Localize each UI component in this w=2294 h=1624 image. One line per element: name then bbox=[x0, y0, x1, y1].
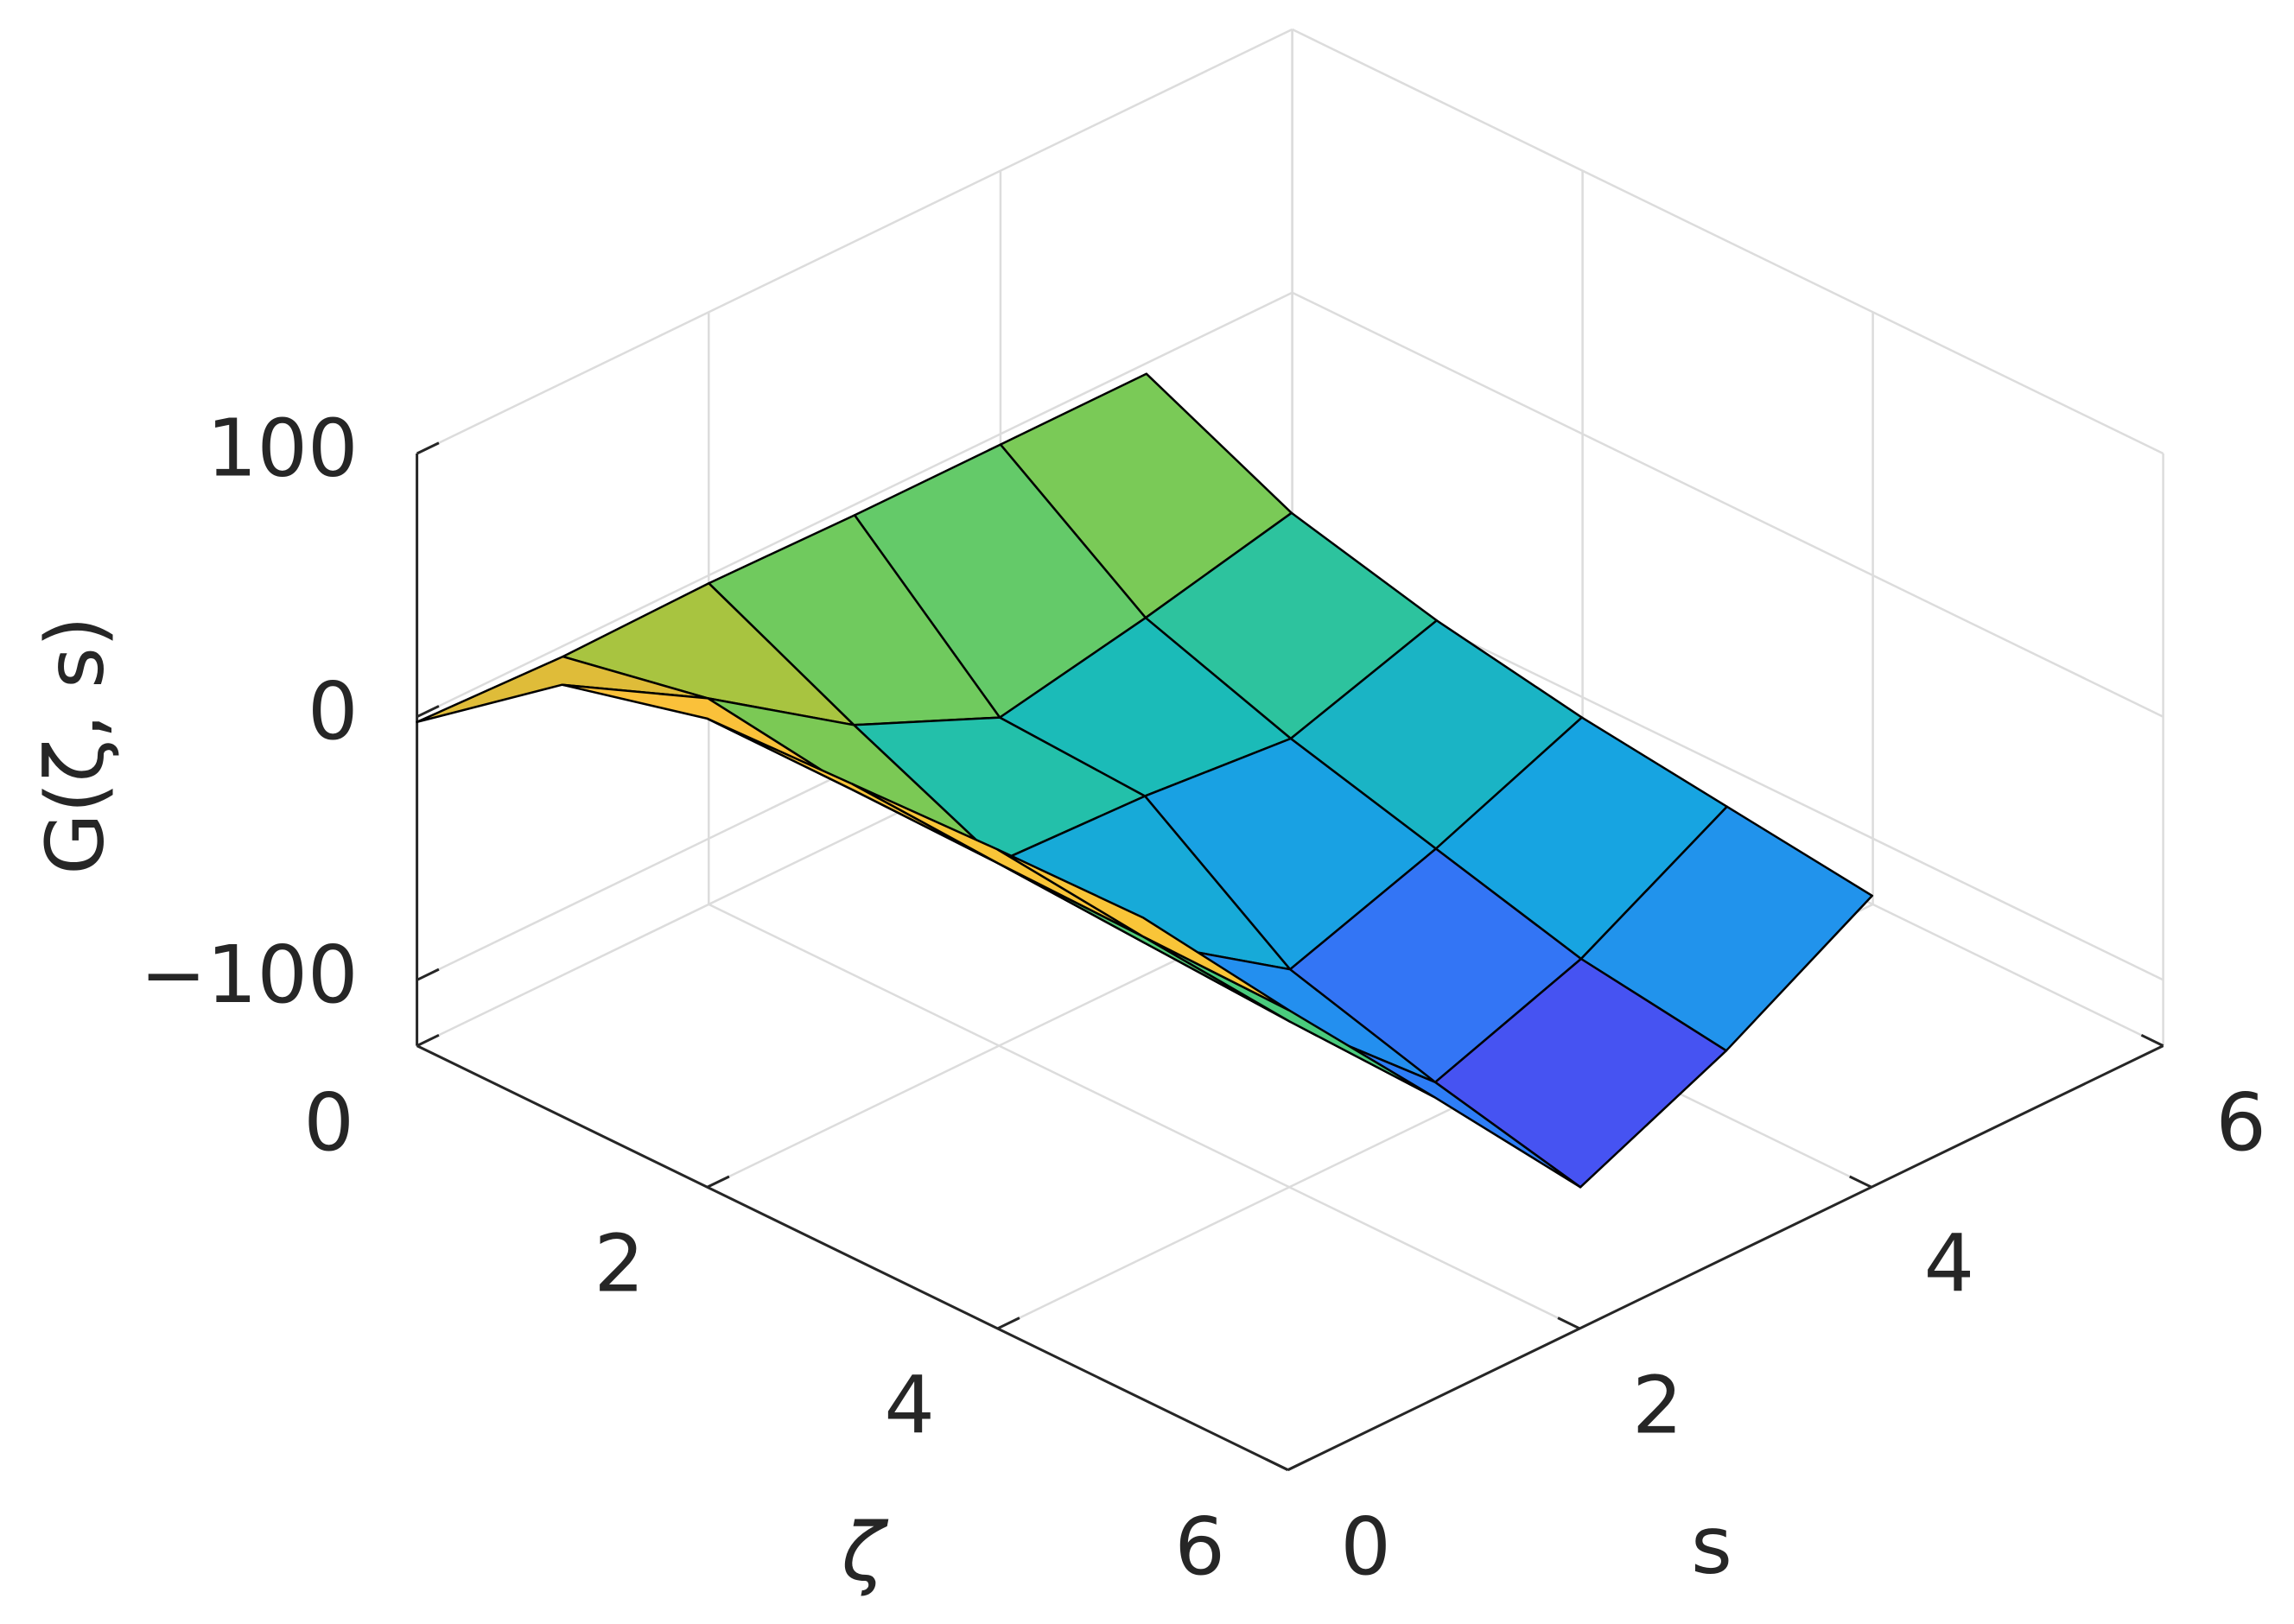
z-tick bbox=[416, 967, 440, 981]
y-axis-label: s bbox=[1691, 1499, 1732, 1591]
grid-line bbox=[1292, 28, 2164, 455]
z-axis-label: G(ζ, s) bbox=[29, 616, 121, 875]
z-tick-label: 100 bbox=[207, 402, 359, 494]
axes: −100 0 100 0 2 4 6 0 2 4 6 bbox=[140, 402, 2266, 1593]
z-tick-label: 0 bbox=[308, 665, 359, 758]
grid-line bbox=[416, 28, 1293, 455]
x-tick bbox=[416, 1033, 440, 1047]
y-tick bbox=[1557, 1316, 1580, 1330]
z-tick bbox=[416, 705, 440, 719]
x-tick bbox=[706, 1175, 730, 1189]
grid-line bbox=[708, 903, 1580, 1330]
x-tick-label: 2 bbox=[594, 1218, 645, 1310]
z-tick bbox=[416, 441, 440, 455]
y-tick-label: 4 bbox=[1924, 1218, 1975, 1310]
y-tick-label: 2 bbox=[1632, 1359, 1683, 1451]
y-axis-line bbox=[1287, 1044, 2164, 1471]
y-tick bbox=[1849, 1175, 1872, 1189]
surface bbox=[416, 372, 1874, 1189]
surface-face bbox=[996, 848, 1290, 1012]
grid-line bbox=[416, 291, 1293, 718]
x-axis-label: ζ bbox=[841, 1506, 889, 1598]
y-tick-label: 0 bbox=[1340, 1500, 1391, 1593]
x-tick-label: 0 bbox=[303, 1076, 354, 1169]
z-tick-label: −100 bbox=[140, 929, 359, 1021]
x-tick-label: 6 bbox=[1174, 1500, 1225, 1593]
y-tick-label: 6 bbox=[2215, 1076, 2266, 1169]
x-tick bbox=[996, 1316, 1020, 1330]
x-axis-line bbox=[416, 1044, 1289, 1471]
grid-line bbox=[1292, 291, 2164, 718]
x-tick bbox=[1287, 1457, 1311, 1471]
y-tick bbox=[1265, 1457, 1289, 1471]
y-tick bbox=[2140, 1033, 2164, 1047]
x-tick-label: 4 bbox=[884, 1359, 935, 1451]
